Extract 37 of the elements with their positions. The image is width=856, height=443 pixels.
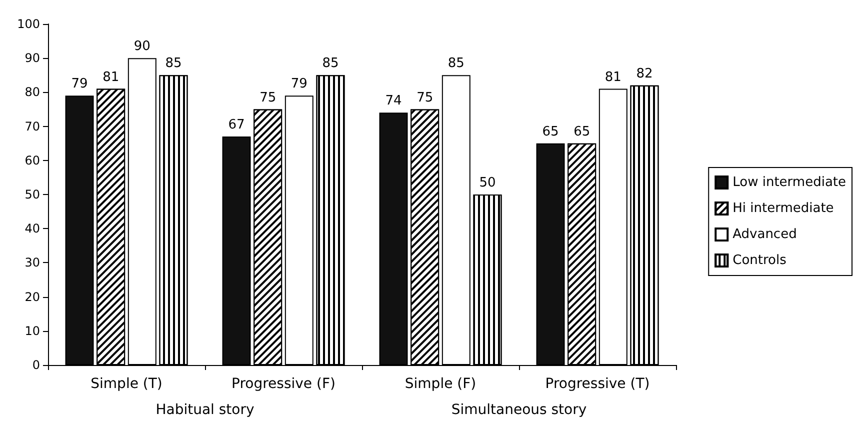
x-tick-label: Simple (F) [404,376,476,392]
data-label: 67 [228,118,245,133]
data-label: 50 [479,176,496,190]
x-tick-label: Progressive (T) [545,376,650,392]
y-tick-label: 90 [24,51,40,66]
data-label: 75 [260,90,276,106]
data-label: 75 [416,90,434,106]
legend-label: Low intermediate [732,175,846,190]
y-tick-label: 40 [24,222,40,236]
y-tick-label: 80 [24,85,40,100]
y-tick-label: 70 [24,119,40,134]
y-tick-label: 0 [32,358,40,372]
x-tick-label: Simple (T) [90,376,162,392]
text: Simultaneous story [451,402,587,418]
y-tick-label: 100 [17,17,40,31]
data-label: 79 [71,76,88,92]
text: Habitual story [156,402,254,418]
y-tick-label: 50 [24,188,40,202]
data-label: 65 [542,124,559,140]
legend-label: Controls [732,253,787,268]
data-label: 79 [290,76,308,92]
data-label: 82 [636,66,653,82]
data-label: 85 [322,56,339,72]
y-tick-label: 20 [24,290,40,304]
data-label: 81 [604,70,622,85]
legend-label: Advanced [732,227,797,242]
data-label: 90 [134,39,150,54]
y-tick-label: 60 [24,153,40,168]
data-label: 74 [385,94,402,109]
data-label: 65 [574,124,590,140]
data-label: 85 [448,56,464,72]
y-tick-label: 10 [24,324,40,338]
x-tick-label: Progressive (F) [232,376,336,392]
legend-label: Hi intermediate [732,201,834,216]
data-label: 81 [102,70,120,85]
y-tick-label: 30 [24,256,40,270]
data-label: 85 [165,56,182,72]
